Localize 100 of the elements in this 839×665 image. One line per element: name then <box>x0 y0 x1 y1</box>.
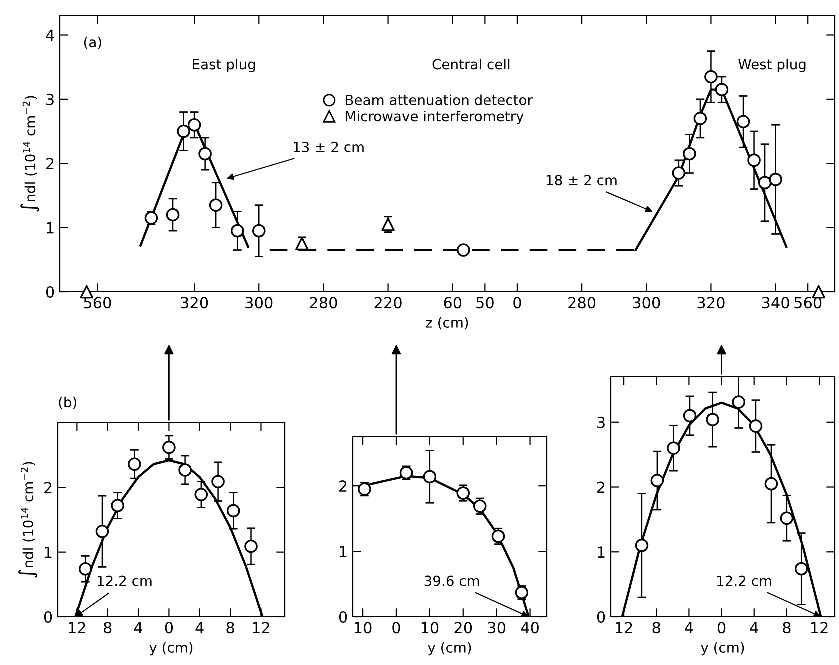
x-tick-label: 50 <box>476 297 494 309</box>
point <box>694 112 708 126</box>
point <box>244 540 258 554</box>
y-tick-label: 0 <box>597 611 606 624</box>
x-tick-label: 0 <box>165 622 174 634</box>
y-tick-label: 0 <box>339 611 348 624</box>
x-tick-label: 220 <box>374 297 402 309</box>
x-tick-label: 8 <box>652 622 660 634</box>
annotation: 39.6 cm <box>424 576 480 586</box>
x-axis-title: y (cm) <box>150 642 193 656</box>
x-tick-label: 60 <box>444 297 462 309</box>
x-tick-label: 0 <box>392 622 400 634</box>
x-tick-label: 560 <box>794 297 822 309</box>
y-tick-label: 1 <box>47 222 54 234</box>
x-tick-label: 4 <box>685 622 694 634</box>
point <box>177 124 190 138</box>
annotation: West plug <box>738 58 806 72</box>
x-tick-label: 12 <box>811 622 828 634</box>
point <box>230 224 244 238</box>
point <box>764 477 778 491</box>
x-tick-label: 0 <box>514 297 522 309</box>
x-tick-label: 10 <box>354 622 372 634</box>
point <box>457 244 470 257</box>
x-tick-label: 280 <box>568 297 596 309</box>
point <box>128 458 142 472</box>
point <box>166 208 180 222</box>
x-tick-label: 320 <box>698 297 725 309</box>
x-tick-label: 8 <box>104 622 112 634</box>
x-axis-title: y (cm) <box>428 642 472 656</box>
annotation: 13 ± 2 cm <box>294 142 364 153</box>
point <box>212 475 225 488</box>
point <box>704 70 718 84</box>
x-axis-title: y (cm) <box>701 642 744 656</box>
point <box>758 176 772 190</box>
x-tick-label: 8 <box>226 622 234 634</box>
y-tick-label: 2 <box>340 480 347 492</box>
text: (b) <box>59 396 76 410</box>
point <box>650 474 664 488</box>
point <box>162 440 176 454</box>
x-tick-label: 4 <box>134 622 143 634</box>
point <box>769 173 782 186</box>
legend-label: Microwave interferometry <box>346 110 524 124</box>
x-tick-label: 40 <box>521 622 539 634</box>
y-tick-label: 1 <box>340 546 347 558</box>
point <box>96 524 110 538</box>
point <box>667 442 680 455</box>
x-tick-label: 4 <box>196 622 204 634</box>
x-tick-label: 12 <box>616 622 632 634</box>
x-tick-label: 12 <box>253 622 270 634</box>
x-tick-label: 0 <box>718 622 726 634</box>
point <box>683 147 696 161</box>
y-tick-label: 1 <box>45 547 52 558</box>
y-tick-label: 0 <box>46 286 54 298</box>
x-tick-label: 20 <box>454 622 472 634</box>
point <box>706 413 720 426</box>
point <box>635 539 649 552</box>
y-axis-title: ∫ndl (10$^{14}$ cm$^{−2}$) <box>18 462 38 578</box>
x-tick-label: 280 <box>310 297 338 309</box>
y-tick-label: 2 <box>598 482 605 494</box>
annotation: 18 ± 2 cm <box>546 175 617 186</box>
x-tick-label: 12 <box>69 622 86 634</box>
point <box>178 464 192 477</box>
y-tick-label: 2 <box>46 158 54 170</box>
point <box>111 499 124 512</box>
annotation: (a) <box>84 36 102 50</box>
y-tick-label: 2 <box>44 482 52 494</box>
y-tick-label: 1 <box>598 546 605 558</box>
point <box>749 420 763 433</box>
x-tick-label: 4 <box>750 622 758 634</box>
y-tick-label: 4 <box>46 30 54 42</box>
x-tick-label: 300 <box>246 297 273 309</box>
y-tick-label: 3 <box>46 94 54 106</box>
point <box>748 154 761 168</box>
point <box>188 118 202 132</box>
point <box>672 166 686 180</box>
point <box>794 562 808 576</box>
point <box>780 512 794 526</box>
point <box>209 198 223 212</box>
point <box>198 147 212 161</box>
annotation: Central cell <box>432 58 510 70</box>
legend-label: Beam attenuation detector <box>346 94 533 106</box>
annotation: 12.2 cm <box>98 576 152 586</box>
x-axis-title: z (cm) <box>426 317 468 330</box>
point <box>715 83 729 96</box>
annotation: 12.2 cm <box>718 576 772 586</box>
x-tick-label: 340 <box>762 297 790 309</box>
point <box>252 224 266 238</box>
x-tick-label: 8 <box>783 622 791 634</box>
y-tick-label: 3 <box>598 416 605 428</box>
y-axis-title: ∫ndl (10$^{14}$ cm$^{−2}$) <box>20 96 40 212</box>
annotation: East plug <box>193 58 256 72</box>
point <box>683 409 697 423</box>
x-tick-label: 10 <box>422 622 439 634</box>
point <box>423 470 437 484</box>
point <box>736 115 750 129</box>
point <box>226 504 240 518</box>
x-tick-label: 320 <box>181 297 208 309</box>
point <box>732 396 746 409</box>
y-tick-label: 0 <box>44 611 52 624</box>
x-tick-label: 30 <box>488 622 506 634</box>
